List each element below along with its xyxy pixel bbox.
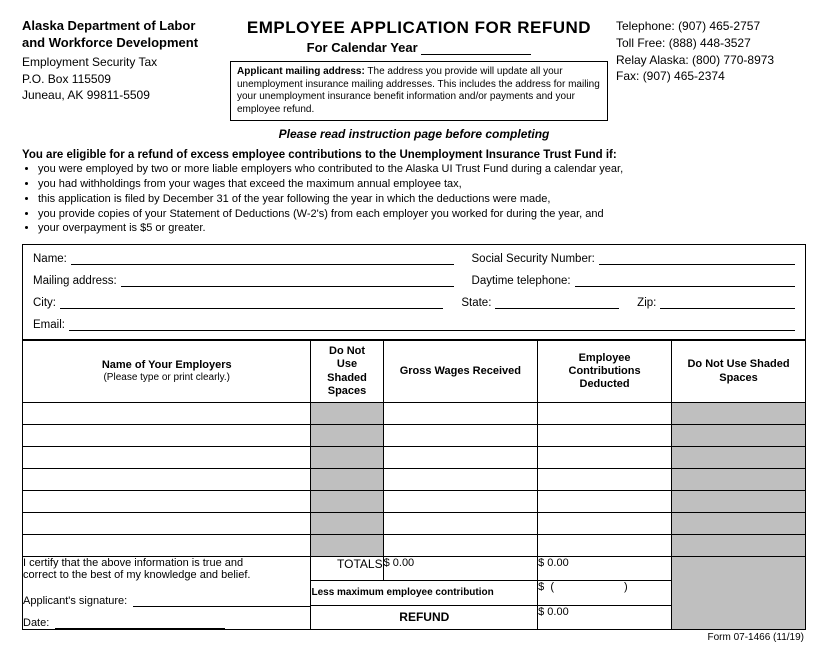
form-title: EMPLOYEE APPLICATION FOR REFUND: [230, 18, 608, 38]
email-field[interactable]: Email:: [33, 319, 795, 331]
city-field[interactable]: City:: [33, 297, 443, 309]
form-id: Form 07-1466 (11/19): [22, 632, 806, 643]
table-row[interactable]: [23, 468, 806, 490]
table-row[interactable]: [23, 490, 806, 512]
total-gross: $ 0.00: [383, 556, 538, 580]
mailing-field[interactable]: Mailing address:: [33, 275, 454, 287]
elig-item: your overpayment is $5 or greater.: [38, 221, 806, 236]
dept-address: Employment Security Tax P.O. Box 115509 …: [22, 54, 222, 104]
totals-label: TOTALS: [311, 556, 383, 580]
col-contributions: Employee Contributions Deducted: [538, 341, 672, 403]
applicant-info-box: Name: Social Security Number: Mailing ad…: [22, 244, 806, 340]
elig-item: this application is filed by December 31…: [38, 192, 806, 207]
title-block: EMPLOYEE APPLICATION FOR REFUND For Cale…: [222, 18, 616, 121]
contact-block: Telephone: (907) 465-2757 Toll Free: (88…: [616, 18, 806, 85]
certification-cell: I certify that the above information is …: [23, 556, 311, 629]
instruction-line: Please read instruction page before comp…: [22, 127, 806, 141]
col-gross-wages: Gross Wages Received: [383, 341, 538, 403]
less-max-value: $ (): [538, 581, 672, 605]
zip-field[interactable]: Zip:: [637, 297, 795, 309]
table-body: I certify that the above information is …: [23, 402, 806, 629]
signature-field[interactable]: Applicant's signature:: [23, 595, 310, 607]
table-row[interactable]: [23, 424, 806, 446]
state-field[interactable]: State:: [461, 297, 619, 309]
ssn-field[interactable]: Social Security Number:: [472, 253, 795, 265]
mailing-note-box: Applicant mailing address: The address y…: [230, 61, 608, 121]
table-row[interactable]: [23, 402, 806, 424]
year-input-line[interactable]: [421, 43, 531, 55]
dept-name: Alaska Department of Labor and Workforce…: [22, 18, 222, 52]
totals-row: I certify that the above information is …: [23, 556, 806, 580]
daytel-field[interactable]: Daytime telephone:: [472, 275, 795, 287]
table-row[interactable]: [23, 512, 806, 534]
total-contrib: $ 0.00: [538, 556, 672, 580]
refund-label: REFUND: [311, 605, 538, 629]
name-field[interactable]: Name:: [33, 253, 454, 265]
elig-item: you had withholdings from your wages tha…: [38, 177, 806, 192]
col-shaded-1: Do Not Use Shaded Spaces: [311, 341, 383, 403]
date-field[interactable]: Date:: [23, 617, 310, 629]
employer-table: Name of Your Employers(Please type or pr…: [22, 340, 806, 630]
header: Alaska Department of Labor and Workforce…: [22, 18, 806, 121]
dept-block: Alaska Department of Labor and Workforce…: [22, 18, 222, 104]
elig-item: you provide copies of your Statement of …: [38, 207, 806, 222]
less-max-label: Less maximum employee contribution: [311, 581, 538, 605]
eligibility-list: you were employed by two or more liable …: [22, 162, 806, 236]
elig-item: you were employed by two or more liable …: [38, 162, 806, 177]
eligibility-heading: You are eligible for a refund of excess …: [22, 149, 806, 161]
table-row[interactable]: [23, 534, 806, 556]
table-row[interactable]: [23, 446, 806, 468]
col-shaded-2: Do Not Use Shaded Spaces: [672, 341, 806, 403]
col-employers: Name of Your Employers(Please type or pr…: [23, 341, 311, 403]
form-subtitle: For Calendar Year: [230, 40, 608, 55]
shaded-bottom: [672, 556, 806, 629]
table-header-row: Name of Your Employers(Please type or pr…: [23, 341, 806, 403]
refund-value: $ 0.00: [538, 605, 672, 629]
